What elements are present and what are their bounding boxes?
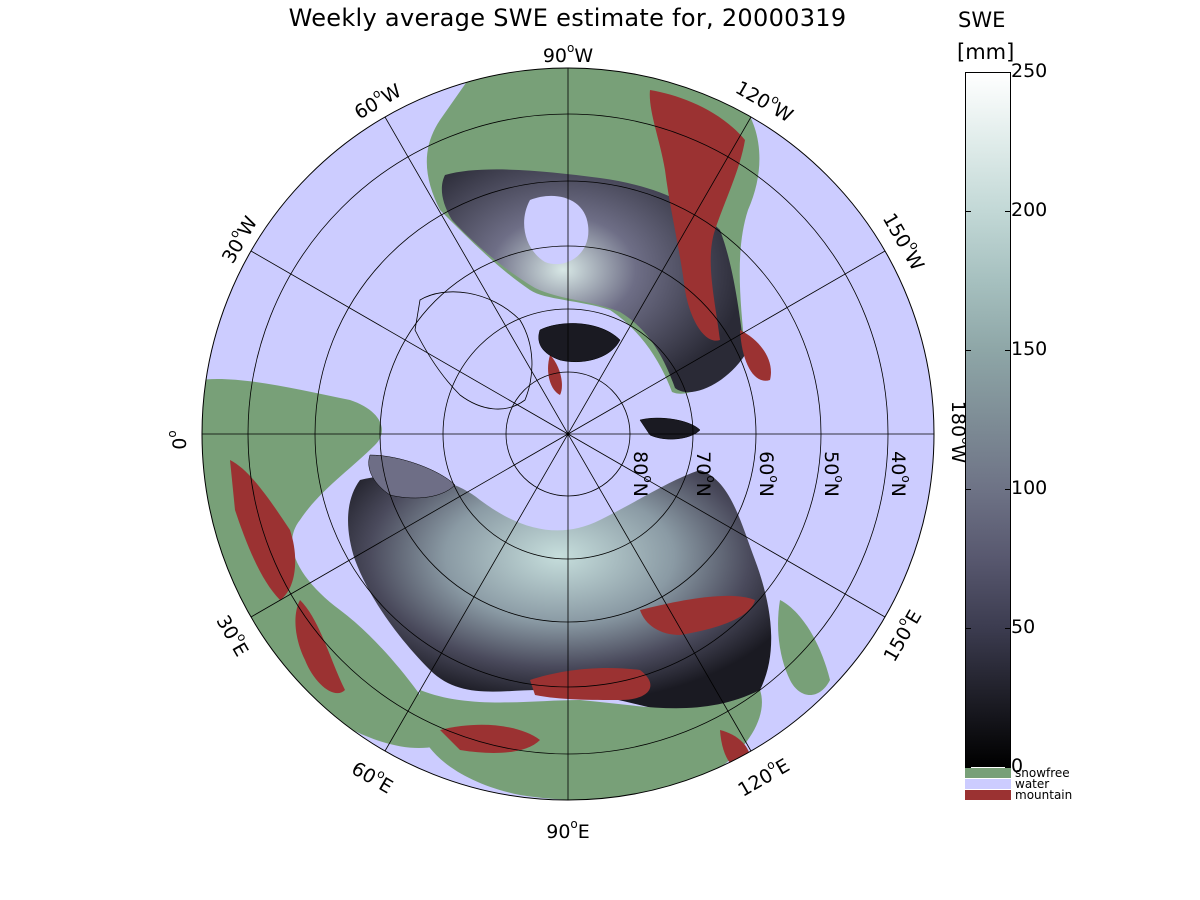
colorbar — [965, 72, 1011, 767]
colorbar-tick-mark — [1005, 350, 1011, 351]
colorbar-tick-mark — [1005, 489, 1011, 490]
latitude-labels: 80oN 70oN 60oN 50oN 40oN — [630, 451, 914, 497]
colorbar-tick-label: 250 — [1011, 60, 1048, 82]
latitude-label: 80oN — [630, 451, 656, 497]
north-america-snow — [441, 169, 745, 393]
colorbar-tick-label: 100 — [1011, 477, 1048, 499]
latitude-label: 50oN — [821, 451, 847, 497]
colorbar-tick-mark — [965, 767, 971, 768]
latitude-label: 40oN — [888, 451, 914, 497]
legend-swatch-snowfree — [965, 768, 1011, 778]
chart-title: Weekly average SWE estimate for, 2000031… — [288, 4, 847, 32]
longitude-label: 30oE — [212, 609, 256, 660]
map-boundary — [201, 67, 935, 801]
graticule — [202, 68, 934, 800]
colorbar-title: SWE — [958, 8, 1006, 32]
longitude-label: 120oE — [732, 751, 793, 801]
colorbar-tick-mark — [965, 211, 971, 212]
greenland-outline — [414, 291, 533, 410]
longitude-labels: 90oW60oW30oW0o30oE60oE90oE120oE150oE180o… — [165, 41, 974, 843]
colorbar-tick-mark — [1005, 211, 1011, 212]
colorbar-tick-mark — [965, 628, 971, 629]
longitude-label: 0o — [165, 430, 191, 449]
colorbar-tick-mark — [965, 72, 971, 73]
asia-snowfree — [420, 690, 762, 800]
colorbar-tick-label: 150 — [1011, 338, 1048, 360]
legend-swatch-water — [965, 779, 1011, 789]
legend-label-snowfree: snowfree — [1015, 766, 1070, 780]
east-asia-coast — [778, 600, 830, 695]
colorbar-tick-label: 200 — [1011, 199, 1048, 221]
colorbar-tick-mark — [1005, 72, 1011, 73]
colorbar-tick-mark — [965, 350, 971, 351]
colorbar-tick-mark — [965, 489, 971, 490]
legend-label-mountain: mountain — [1015, 788, 1073, 802]
eurasia-snow — [348, 470, 772, 716]
hudson-bay — [524, 195, 589, 265]
arctic-islands — [368, 323, 701, 499]
longitude-label: 90oW — [543, 41, 594, 67]
colorbar-tick-label: 50 — [1011, 616, 1036, 638]
longitude-label: 90oE — [546, 817, 590, 843]
legend-label-water: water — [1015, 777, 1050, 791]
longitude-label: 60oE — [348, 754, 399, 798]
latitude-label: 70oN — [693, 451, 719, 497]
colorbar-tick-mark — [1005, 767, 1011, 768]
colorbar-unit: [mm] — [957, 40, 1015, 64]
colorbar-tick-label: 0 — [1011, 755, 1024, 777]
legend-swatch-mountain — [965, 790, 1011, 800]
latitude-label: 60oN — [756, 451, 782, 497]
colorbar-tick-mark — [1005, 628, 1011, 629]
